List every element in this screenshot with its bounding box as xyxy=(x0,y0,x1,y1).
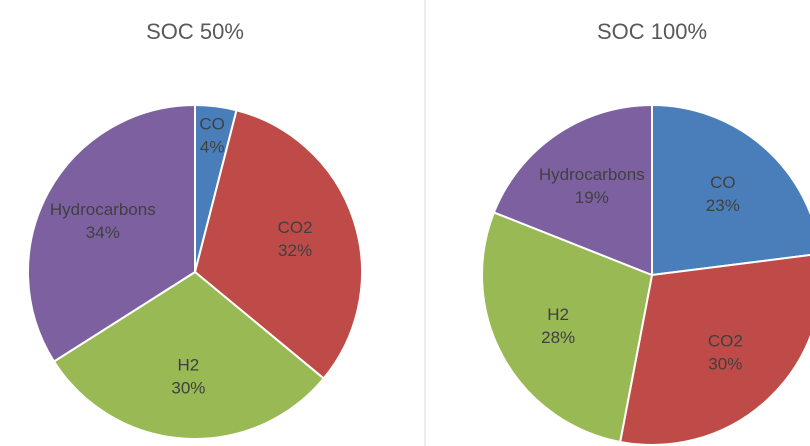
pie-slice xyxy=(492,103,653,277)
slice-label: Hydrocarbons xyxy=(50,200,156,219)
slice-value-label: 30% xyxy=(171,378,205,397)
pie-slice xyxy=(193,109,363,380)
slice-label: H2 xyxy=(547,305,569,324)
slice-label: CO2 xyxy=(708,332,743,351)
slice-value-label: 28% xyxy=(541,328,575,347)
pie-slice xyxy=(27,103,196,363)
slice-value-label: 32% xyxy=(278,241,312,260)
chart-title: SOC 50% xyxy=(146,19,244,44)
slice-label: H2 xyxy=(178,355,200,374)
slice-value-label: 4% xyxy=(200,138,225,157)
slice-label: CO2 xyxy=(278,218,313,237)
chart-title: SOC 100% xyxy=(597,19,707,44)
pie-slice xyxy=(481,211,654,444)
pie-slice xyxy=(651,103,810,277)
slice-value-label: 23% xyxy=(706,196,740,215)
slice-value-label: 30% xyxy=(708,355,742,374)
slice-label: CO xyxy=(710,173,736,192)
slice-value-label: 34% xyxy=(86,223,120,242)
slice-label: Hydrocarbons xyxy=(539,165,645,184)
slice-label: CO xyxy=(199,115,225,134)
slice-value-label: 19% xyxy=(575,188,609,207)
pie-slice xyxy=(52,270,326,440)
pie-slice xyxy=(618,254,810,446)
